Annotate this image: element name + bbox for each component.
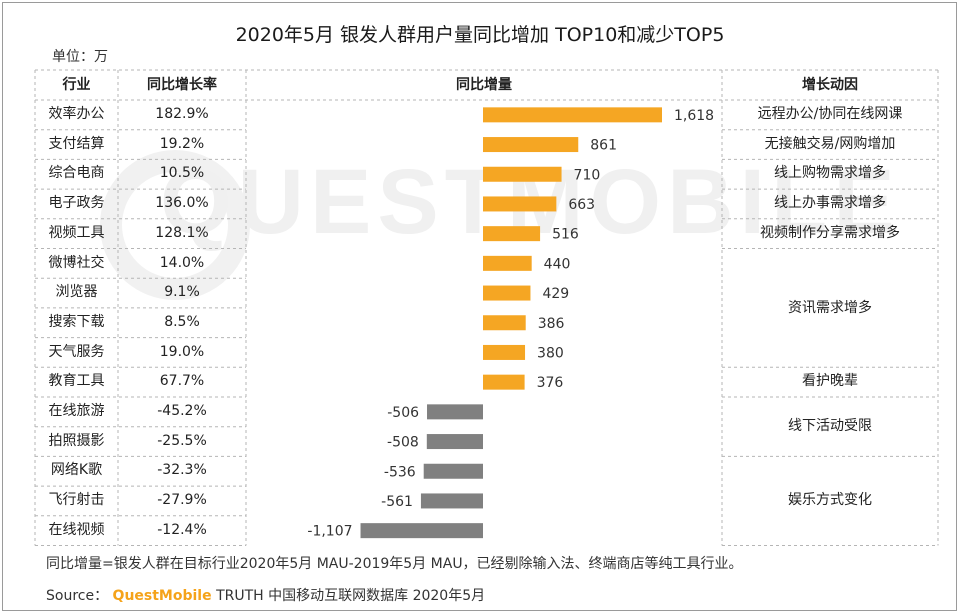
growth-rate-value: -32.3% <box>157 462 207 479</box>
bar-increase <box>483 374 525 390</box>
industry-label: 教育工具 <box>48 373 105 390</box>
bar-value-label: -536 <box>384 464 416 480</box>
growth-rate-value: 19.0% <box>159 343 205 360</box>
industry-label: 微博社交 <box>48 254 105 271</box>
bar-value-label: 429 <box>542 286 569 302</box>
bar-decrease <box>426 434 483 450</box>
source-label: Source： <box>46 588 109 604</box>
growth-rate-value: 14.0% <box>159 254 205 271</box>
growth-driver: 线下活动受限 <box>788 418 872 434</box>
bar-decrease <box>427 404 483 420</box>
bar-increase <box>483 137 579 153</box>
growth-rate-value: 19.2% <box>159 135 205 152</box>
bar-increase <box>483 107 662 123</box>
industry-label: 飞行射击 <box>48 492 105 509</box>
growth-rate-value: 128.1% <box>155 224 209 241</box>
bar-increase <box>483 166 562 182</box>
industry-label: 天气服务 <box>48 343 105 360</box>
header-increment: 同比增量 <box>456 77 512 93</box>
bar-value-label: -561 <box>381 494 413 510</box>
header-industry: 行业 <box>62 77 91 93</box>
growth-rate-value: 9.1% <box>164 284 200 301</box>
growth-driver: 资讯需求增多 <box>788 299 872 316</box>
industry-label: 拍照摄影 <box>48 432 105 449</box>
bar-increase <box>483 196 557 212</box>
bar-increase <box>483 226 541 242</box>
growth-driver: 视频制作分享需求增多 <box>760 224 900 241</box>
bar-value-label: -1,107 <box>307 524 352 540</box>
bar-value-label: 380 <box>537 345 564 361</box>
bar-value-label: -506 <box>387 405 419 421</box>
bar-value-label: 710 <box>574 167 601 183</box>
industry-label: 在线旅游 <box>48 403 105 419</box>
header-growth-rate: 同比增长率 <box>147 77 217 93</box>
growth-driver: 线上办事需求增多 <box>774 195 886 212</box>
bar-value-label: 440 <box>544 256 571 272</box>
growth-driver: 看护晚辈 <box>802 373 858 390</box>
growth-driver: 远程办公/协同在线网课 <box>757 106 903 122</box>
bar-increase <box>483 285 531 301</box>
bar-decrease <box>360 523 483 539</box>
industry-label: 电子政务 <box>48 195 105 212</box>
bar-value-label: 376 <box>537 375 564 391</box>
bar-decrease <box>420 493 483 509</box>
footnote: 同比增量=银发人群在目标行业2020年5月 MAU-2019年5月 MAU，已经… <box>46 556 743 572</box>
bar-value-label: 386 <box>538 316 565 332</box>
bar-value-label: 1,618 <box>674 108 714 124</box>
header-driver: 增长动因 <box>802 77 858 93</box>
source-line: Source： QuestMobile TRUTH 中国移动互联网数据库 202… <box>46 585 485 605</box>
growth-rate-value: 67.7% <box>159 373 205 390</box>
growth-rate-value: -25.5% <box>157 432 207 449</box>
industry-label: 支付结算 <box>48 135 105 152</box>
growth-rate-value: -12.4% <box>157 521 207 538</box>
bar-value-label: -508 <box>387 435 419 451</box>
industry-label: 网络K歌 <box>50 462 103 479</box>
unit-label: 单位：万 <box>52 49 108 65</box>
bar-increase <box>483 344 526 360</box>
growth-rate-value: -27.9% <box>157 492 207 509</box>
bar-increase <box>483 255 532 271</box>
growth-rate-value: 10.5% <box>159 165 205 182</box>
bar-value-label: 663 <box>568 197 595 213</box>
industry-label: 视频工具 <box>48 224 105 241</box>
bar-decrease <box>423 463 483 479</box>
industry-label: 效率办公 <box>48 106 105 122</box>
growth-driver: 娱乐方式变化 <box>788 492 872 509</box>
industry-label: 在线视频 <box>48 521 105 538</box>
growth-rate-value: 182.9% <box>155 106 209 122</box>
source-rest: TRUTH 中国移动互联网数据库 2020年5月 <box>216 588 486 604</box>
growth-rate-value: 136.0% <box>155 195 209 212</box>
growth-rate-value: 8.5% <box>164 313 200 330</box>
industry-label: 综合电商 <box>48 165 105 182</box>
industry-label: 浏览器 <box>55 284 98 301</box>
growth-driver: 线上购物需求增多 <box>774 165 886 182</box>
growth-rate-value: -45.2% <box>157 403 207 419</box>
bar-value-label: 861 <box>590 138 617 154</box>
chart-title: 2020年5月 银发人群用户量同比增加 TOP10和减少TOP5 <box>235 24 725 46</box>
growth-driver: 无接触交易/网购增加 <box>764 135 896 152</box>
industry-label: 搜索下载 <box>48 313 105 330</box>
bar-increase <box>483 315 526 331</box>
source-brand: QuestMobile <box>112 588 212 604</box>
bar-value-label: 516 <box>552 227 579 243</box>
